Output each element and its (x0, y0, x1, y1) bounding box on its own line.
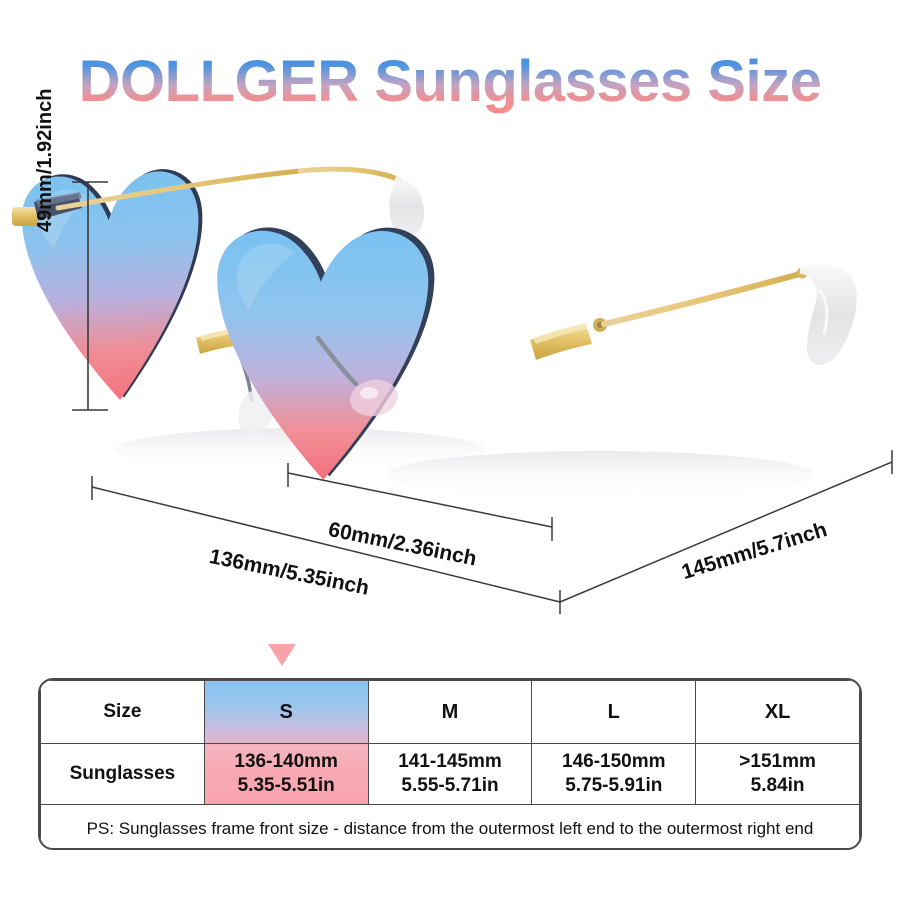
cell-size-xl-inch: 5.84in (750, 775, 805, 796)
cell-size-m[interactable]: 141-145mm 5.55-5.71in (367, 743, 533, 805)
cell-size-xl[interactable]: >151mm 5.84in (695, 743, 860, 805)
product-image (0, 140, 900, 640)
cell-size-m-inch: 5.55-5.71in (401, 775, 499, 796)
cell-size-s[interactable]: 136-140mm 5.35-5.51in (203, 743, 369, 805)
cell-size-xl-mm: >151mm (739, 750, 816, 772)
table-row-header: Size S M L XL (40, 680, 860, 744)
cell-size-s-inch: 5.35-5.51in (237, 775, 335, 796)
size-table-container: Size S M L XL Sunglasses 136-140mm 5.35-… (38, 678, 862, 850)
size-pointer-arrow (268, 644, 296, 666)
table-row-sunglasses: Sunglasses 136-140mm 5.35-5.51in 141-145… (40, 743, 860, 805)
cell-size-m-mm: 141-145mm (398, 750, 502, 772)
cell-size-s-mm: 136-140mm (234, 750, 338, 772)
column-header-s[interactable]: S (203, 680, 369, 744)
size-table: Size S M L XL Sunglasses 136-140mm 5.35-… (40, 680, 860, 848)
column-header-m[interactable]: M (367, 680, 533, 744)
column-header-xl[interactable]: XL (695, 680, 860, 744)
row-label-size: Size (40, 680, 205, 744)
page-title: DOLLGER Sunglasses Size (0, 48, 900, 115)
cell-size-l-mm: 146-150mm (562, 750, 666, 772)
table-note: PS: Sunglasses frame front size - distan… (40, 804, 860, 848)
cell-size-l[interactable]: 146-150mm 5.75-5.91in (531, 743, 697, 805)
column-header-l[interactable]: L (531, 680, 697, 744)
right-temple (530, 264, 857, 365)
dim-label-height: 49mm/1.92inch (34, 88, 56, 232)
table-row-note: PS: Sunglasses frame front size - distan… (40, 804, 860, 848)
right-nose-pad (315, 335, 398, 417)
row-label-sunglasses: Sunglasses (40, 743, 205, 805)
cell-size-l-inch: 5.75-5.91in (565, 775, 663, 796)
